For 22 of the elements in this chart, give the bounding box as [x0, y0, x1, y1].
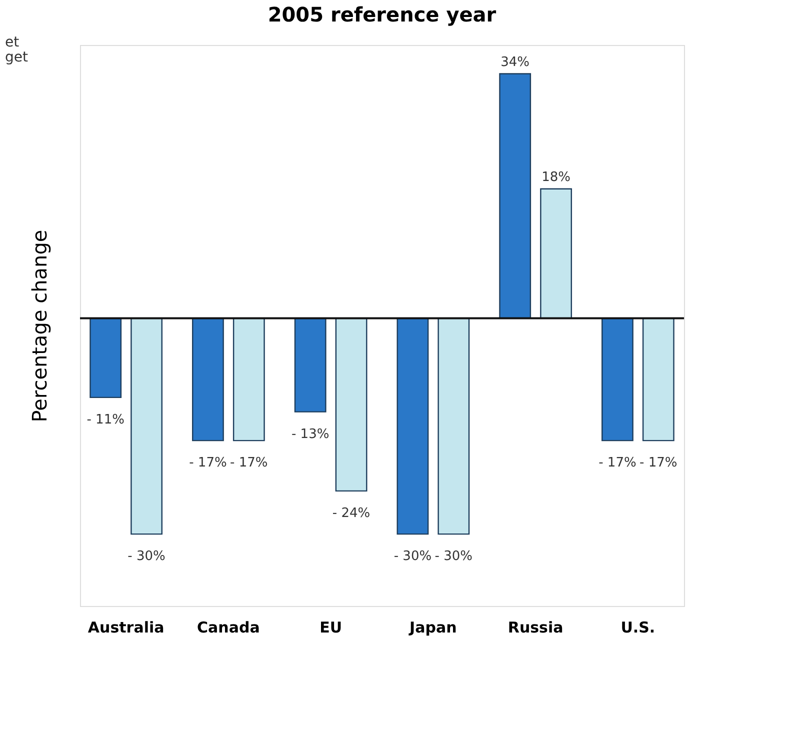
x-tick-label: U.S. — [620, 618, 656, 636]
chart-title: 2005 reference year — [268, 2, 496, 26]
x-tick-label: Australia — [88, 618, 164, 636]
data-label: - 17% — [598, 456, 636, 471]
text: et — [5, 34, 20, 50]
data-label: - 24% — [332, 506, 370, 521]
data-label: - 30% — [434, 549, 473, 564]
data-label: - 17% — [230, 456, 268, 471]
x-tick-label: Japan — [408, 618, 457, 636]
data-label: - 30% — [394, 549, 432, 564]
data-label: 34% — [500, 54, 530, 70]
data-label: 18% — [542, 170, 570, 185]
data-label: - 11% — [86, 412, 124, 428]
data-label: - 17% — [189, 456, 227, 471]
y-axis-title: Percentage change — [28, 230, 52, 422]
x-tick-label: EU — [320, 618, 342, 636]
data-label: - 13% — [291, 426, 330, 442]
x-tick-label: Russia — [508, 618, 564, 636]
data-label: - 17% — [640, 456, 678, 471]
data-label: - 30% — [128, 549, 166, 564]
text: get — [5, 50, 28, 66]
x-tick-label: Canada — [197, 618, 260, 636]
